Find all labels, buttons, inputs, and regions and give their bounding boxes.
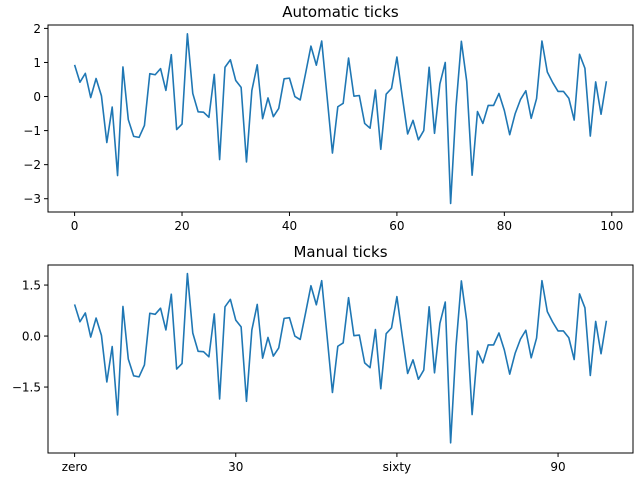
x-tick-label: zero: [62, 460, 88, 474]
y-axis-ticks: 1.5 0.0 −1.5: [12, 279, 48, 395]
y-tick-label: −1.5: [12, 381, 41, 395]
y-axis-ticks: −3 −2 −1 0 1 2: [23, 22, 48, 206]
chart-title: Manual ticks: [293, 243, 387, 261]
axes-automatic-ticks: Automatic ticks 0 20 40 60 80 100 −3 −2 −1 0 1 2: [23, 3, 634, 233]
chart-title: Automatic ticks: [282, 3, 399, 21]
x-tick-label: 90: [550, 460, 565, 474]
data-line: [73, 272, 608, 444]
y-tick-label: 2: [33, 22, 41, 36]
y-tick-label: 0.0: [22, 330, 41, 344]
line-series: [73, 33, 608, 205]
x-tick-label: 0: [71, 219, 79, 233]
y-tick-label: −3: [23, 192, 41, 206]
y-tick-label: 1.5: [22, 279, 41, 293]
x-axis-ticks: 0 20 40 60 80 100: [71, 212, 623, 233]
line-series: [73, 272, 608, 444]
y-tick-label: 0: [33, 90, 41, 104]
y-tick-label: −1: [23, 124, 41, 138]
axes-frame: [47, 24, 634, 213]
axes-manual-ticks: Manual ticks zero 30 sixty 90 1.5 0.0 −1.5: [12, 243, 634, 474]
x-axis-ticks: zero 30 sixty 90: [62, 453, 566, 474]
y-tick-label: 1: [33, 56, 41, 70]
axes-frame: [47, 264, 634, 454]
x-tick-label: 30: [228, 460, 243, 474]
x-tick-label: 100: [600, 219, 623, 233]
x-tick-label: 40: [282, 219, 297, 233]
x-tick-label: sixty: [383, 460, 412, 474]
data-line: [73, 33, 608, 205]
x-tick-label: 20: [174, 219, 189, 233]
y-tick-label: −2: [23, 158, 41, 172]
x-tick-label: 80: [497, 219, 512, 233]
x-tick-label: 60: [389, 219, 404, 233]
